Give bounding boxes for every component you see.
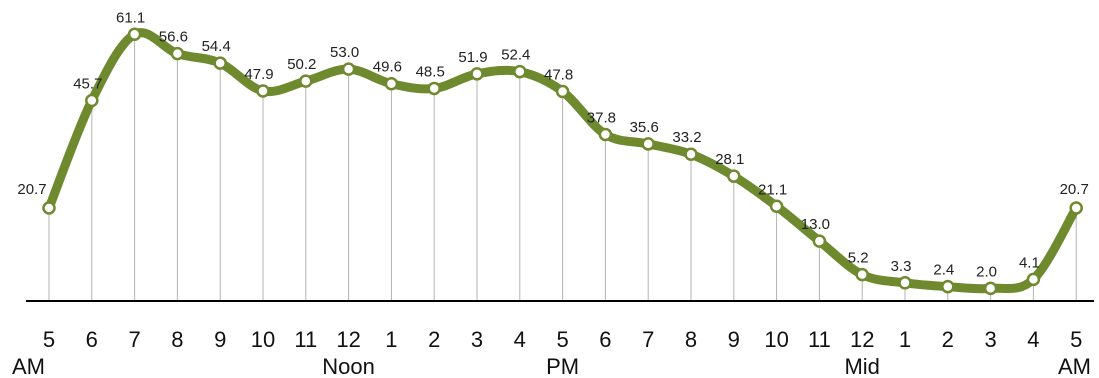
x-tick-label-15: 8 bbox=[685, 327, 697, 352]
x-tick-label-10: 3 bbox=[471, 327, 483, 352]
data-point-17 bbox=[769, 199, 784, 214]
x-tick-label-13: 6 bbox=[599, 327, 611, 352]
data-label-11: 52.4 bbox=[501, 47, 530, 64]
x-tick-label-6: 11 bbox=[294, 327, 317, 352]
x-tick-label-14: 7 bbox=[642, 327, 654, 352]
data-label-12: 47.8 bbox=[544, 66, 573, 83]
data-point-15 bbox=[684, 147, 698, 161]
data-point-21 bbox=[941, 279, 955, 294]
data-label-23: 4.1 bbox=[1019, 254, 1040, 271]
x-tick-label-19: 12 bbox=[850, 327, 874, 352]
data-label-4: 54.4 bbox=[202, 38, 231, 55]
data-label-16: 28.1 bbox=[715, 151, 744, 168]
data-label-6: 50.2 bbox=[287, 56, 316, 73]
x-tick-label-22: 3 bbox=[984, 327, 996, 352]
data-point-16 bbox=[727, 169, 741, 183]
x-tick-label-9: 2 bbox=[428, 327, 440, 352]
vertical-guide-lines bbox=[48, 34, 1077, 300]
x-tick-label-18: 11 bbox=[808, 327, 831, 352]
data-point-9 bbox=[427, 81, 441, 96]
data-point-8 bbox=[384, 76, 399, 91]
data-label-13: 37.8 bbox=[587, 109, 616, 126]
x-tick-label-24: 5 bbox=[1070, 327, 1082, 352]
data-label-22: 2.0 bbox=[976, 263, 997, 280]
x-tick-label-17: 10 bbox=[764, 327, 788, 352]
data-label-2: 61.1 bbox=[116, 9, 145, 26]
x-tick-label-3: 8 bbox=[171, 327, 183, 352]
data-points bbox=[42, 27, 1083, 296]
x-tick-label-11: 4 bbox=[514, 327, 526, 352]
x-tick-label-7: 12 bbox=[336, 327, 360, 352]
data-label-21: 2.4 bbox=[933, 262, 954, 279]
data-point-20 bbox=[898, 276, 912, 290]
data-point-23 bbox=[1026, 272, 1041, 287]
data-point-10 bbox=[470, 67, 484, 81]
data-point-22 bbox=[983, 281, 998, 296]
data-point-12 bbox=[555, 84, 570, 99]
x-sub-labels: AM Noon PM Mid AM bbox=[12, 354, 1091, 378]
data-label-18: 13.0 bbox=[801, 216, 830, 233]
data-point-18 bbox=[812, 234, 827, 248]
data-point-6 bbox=[299, 74, 313, 88]
data-labels: 20.7 45.7 61.1 56.6 54.4 47.9 50.2 53.0 49.6 48.5… bbox=[17, 9, 1088, 280]
data-point-13 bbox=[598, 127, 613, 142]
data-point-2 bbox=[127, 27, 142, 42]
data-point-5 bbox=[256, 84, 270, 98]
x-tick-label-4: 9 bbox=[214, 327, 226, 352]
x-tick-labels: 5 6 7 8 9 10 11 12 1 2 3 4 5 6 7 8 9 10 11 12 1 2 3 4 5 bbox=[43, 327, 1082, 352]
data-point-11 bbox=[513, 64, 527, 79]
x-tick-label-23: 4 bbox=[1027, 327, 1039, 352]
data-label-20: 3.3 bbox=[891, 258, 912, 275]
x-tick-label-8: 1 bbox=[385, 327, 397, 352]
data-label-14: 35.6 bbox=[630, 119, 659, 136]
data-label-15: 33.2 bbox=[672, 129, 701, 146]
data-label-8: 49.6 bbox=[373, 59, 402, 76]
data-label-19: 5.2 bbox=[848, 250, 869, 267]
data-label-7: 53.0 bbox=[330, 44, 359, 61]
x-sub-label-3: Mid bbox=[844, 354, 879, 378]
x-tick-label-21: 2 bbox=[942, 327, 954, 352]
data-point-19 bbox=[855, 267, 869, 282]
data-point-4 bbox=[213, 56, 227, 70]
data-label-1: 45.7 bbox=[73, 75, 102, 92]
data-label-0: 20.7 bbox=[17, 181, 46, 198]
x-tick-label-16: 9 bbox=[728, 327, 740, 352]
data-label-3: 56.6 bbox=[159, 29, 188, 46]
data-label-17: 21.1 bbox=[758, 181, 787, 198]
x-tick-label-2: 7 bbox=[128, 327, 140, 352]
data-point-24 bbox=[1069, 201, 1083, 215]
x-sub-label-4: AM bbox=[1058, 354, 1091, 378]
x-sub-label-1: Noon bbox=[322, 354, 375, 378]
x-tick-label-12: 5 bbox=[556, 327, 568, 352]
x-tick-label-0: 5 bbox=[43, 327, 55, 352]
data-point-3 bbox=[170, 46, 185, 61]
x-sub-label-2: PM bbox=[546, 354, 579, 378]
x-tick-label-1: 6 bbox=[86, 327, 98, 352]
data-point-14 bbox=[641, 137, 655, 151]
data-point-1 bbox=[85, 93, 99, 108]
data-label-10: 51.9 bbox=[458, 49, 487, 66]
data-point-7 bbox=[341, 62, 356, 76]
data-label-9: 48.5 bbox=[416, 63, 445, 80]
data-point-0 bbox=[42, 201, 56, 215]
x-sub-label-0: AM bbox=[12, 354, 45, 378]
x-tick-label-20: 1 bbox=[899, 327, 911, 352]
data-label-5: 47.9 bbox=[244, 66, 273, 83]
x-tick-label-5: 10 bbox=[251, 327, 275, 352]
data-label-24: 20.7 bbox=[1060, 181, 1089, 198]
